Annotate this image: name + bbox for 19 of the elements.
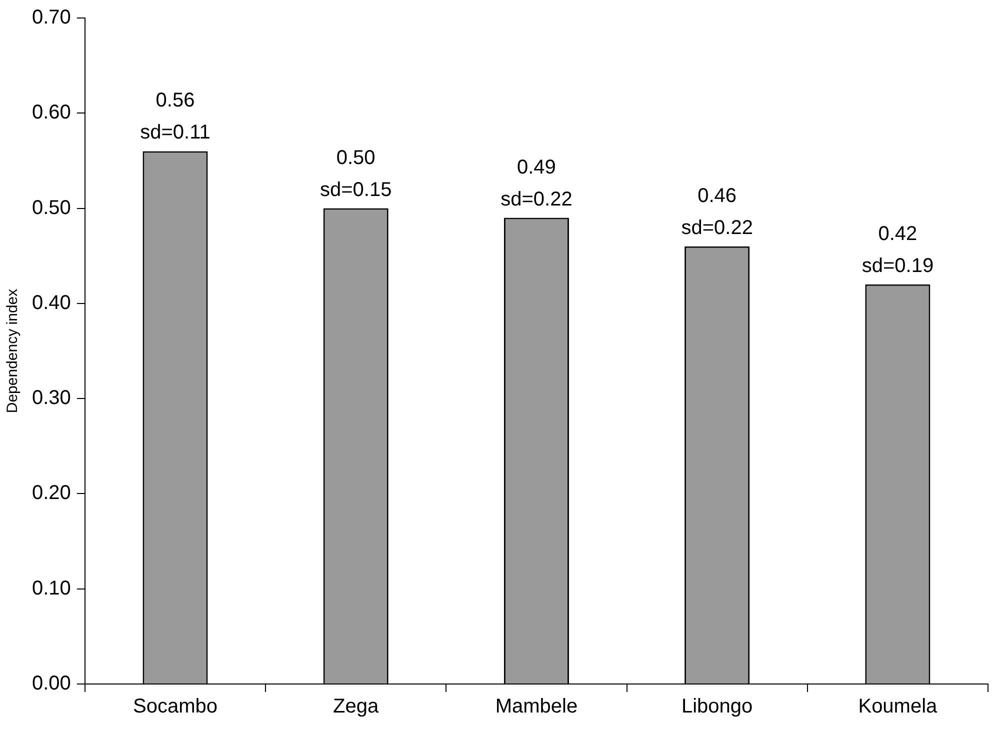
y-tick-label: 0.10	[32, 577, 71, 600]
data-label: 0.42 sd=0.19	[862, 222, 934, 277]
data-label: 0.49 sd=0.22	[500, 156, 572, 210]
y-tick-label: 0.30	[32, 387, 71, 410]
y-axis-title: Dependency index	[4, 288, 22, 414]
y-tick-label: 0.60	[32, 102, 71, 124]
y-tick-label: 0.20	[32, 482, 71, 504]
y-tick-label: 0.40	[32, 292, 71, 314]
y-tick-label: 0.00	[32, 672, 71, 695]
x-tick-label: Koumela	[858, 696, 938, 718]
x-tick-label: Mambele	[495, 696, 578, 718]
x-tick-label: Libongo	[681, 696, 753, 718]
x-tick-label: Socambo	[132, 696, 218, 718]
data-label: 0.56 sd=0.11	[140, 90, 210, 144]
y-tick-label: 0.50	[32, 196, 71, 219]
x-tick-label: Zega	[333, 696, 380, 718]
data-label: 0.46 sd=0.22	[681, 184, 753, 239]
y-tick-label: 0.70	[32, 6, 71, 29]
data-label: 0.50 sd=0.15	[320, 146, 392, 201]
